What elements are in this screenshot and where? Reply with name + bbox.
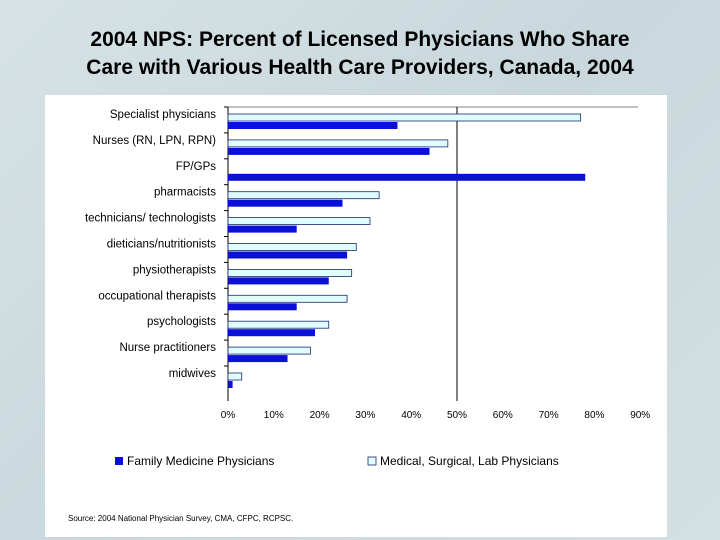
category-label: pharmacists (154, 187, 216, 199)
bar-family (228, 303, 297, 311)
source-note: Source: 2004 National Physician Survey, … (68, 514, 294, 523)
category-label: occupational therapists (98, 290, 216, 302)
x-tick-label: 60% (493, 410, 513, 421)
category-label: Specialist physicians (110, 109, 216, 121)
category-label: Nurses (RN, LPN, RPN) (93, 135, 216, 147)
category-label: Nurse practitioners (119, 342, 216, 354)
slide-title: 2004 NPS: Percent of Licensed Physicians… (0, 26, 720, 82)
bar-medical (227, 372, 243, 381)
category-label: technicians/ technologists (85, 213, 216, 225)
category-label: psychologists (147, 316, 216, 328)
bar-medical (227, 217, 371, 225)
bar-medical (227, 320, 330, 329)
bar-medical (227, 113, 582, 122)
legend-label-medical: Medical, Surgical, Lab Physicians (380, 454, 559, 468)
category-label: dieticians/nutritionists (107, 239, 217, 251)
x-tick-label: 20% (310, 410, 330, 421)
category-label: physiotherapists (133, 264, 216, 276)
x-tick-label: 80% (584, 410, 604, 421)
bar-family (228, 225, 297, 233)
title-line-1: 2004 NPS: Percent of Licensed Physicians… (90, 28, 630, 51)
x-tick-label: 90% (630, 410, 650, 421)
bar-family (228, 147, 430, 155)
legend-label-family: Family Medicine Physicians (127, 454, 274, 468)
bar-medical (227, 294, 348, 303)
legend-swatch-family (115, 457, 123, 465)
bar-medical (227, 139, 449, 148)
bar-family (228, 251, 348, 259)
bar-family (228, 199, 343, 207)
bar-medical (227, 243, 357, 251)
category-label: FP/GPs (176, 161, 217, 173)
bar-family (228, 329, 316, 337)
category-label: midwives (169, 368, 217, 380)
x-tick-label: 50% (447, 410, 467, 421)
bar-medical (227, 346, 311, 355)
legend-swatch-medical (367, 456, 377, 466)
bar-medical (227, 268, 353, 277)
chart-panel: Specialist physicians Nurses (RN, LPN, RP… (45, 95, 667, 537)
bar-family (228, 173, 586, 181)
bar-chart: Specialist physicians Nurses (RN, LPN, RP… (85, 106, 650, 468)
x-tick-label: 30% (355, 410, 375, 421)
x-tick-label: 70% (539, 410, 559, 421)
x-tick-label: 10% (264, 410, 284, 421)
bar-family (228, 381, 233, 388)
bar-medical (227, 191, 380, 200)
x-tick-label: 0% (221, 410, 236, 421)
title-line-2: Care with Various Health Care Providers,… (86, 56, 634, 79)
bar-family (228, 277, 329, 285)
bar-family (228, 355, 288, 363)
x-tick-label: 40% (401, 410, 421, 421)
bar-family (228, 122, 398, 129)
